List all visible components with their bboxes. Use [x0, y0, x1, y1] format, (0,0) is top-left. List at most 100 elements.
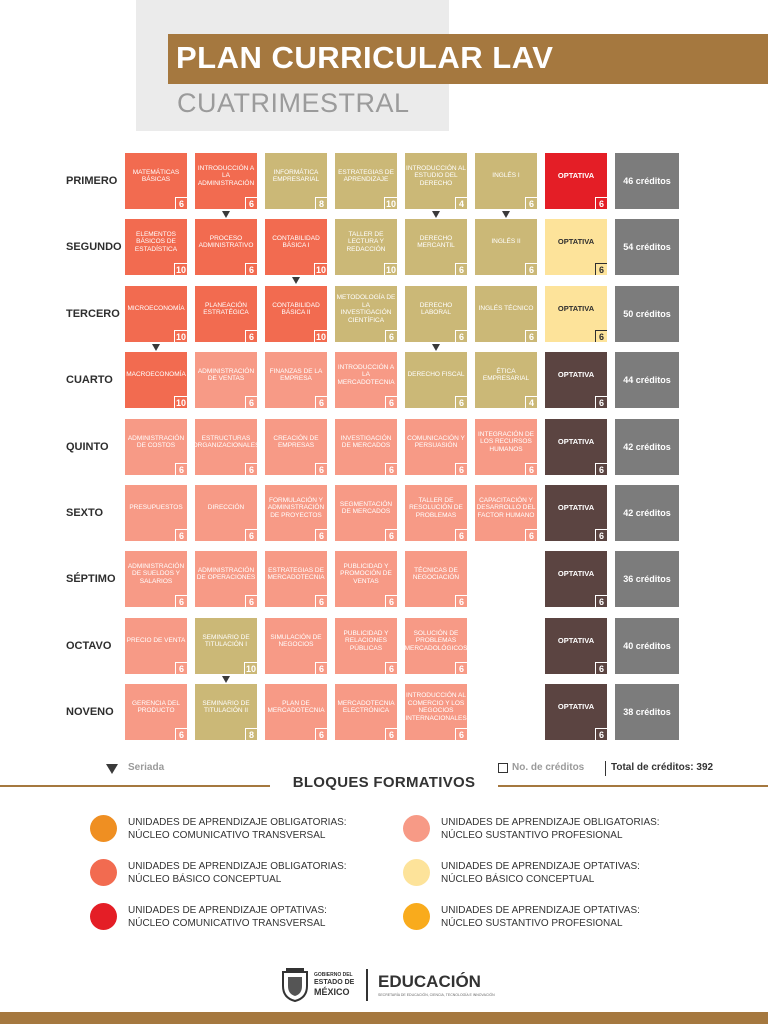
course-name: OPTATIVA [557, 702, 595, 712]
course-name: TALLER DE LECTURA Y REDACCIÓN [346, 230, 386, 253]
legend-text: NÚCLEO BÁSICO CONCEPTUAL [128, 874, 282, 885]
semester-credits: 54 créditos [615, 219, 679, 275]
course-name: INGLÉS I [492, 172, 520, 180]
course-name: DERECHO MERCANTIL [417, 234, 455, 250]
course-name: PLANEACIÓN ESTRATÉGICA [203, 301, 249, 317]
course-cell: SIMULACIÓN DE NEGOCIOS 6 [265, 618, 327, 674]
course-credits: 6 [595, 463, 607, 475]
course-credits: 6 [385, 330, 397, 342]
course-cell: ADMINISTRACIÓN DE COSTOS 6 [125, 419, 187, 475]
semester-credits: 36 créditos [615, 551, 679, 607]
course-name: DERECHO FISCAL [407, 371, 465, 379]
course-name: OPTATIVA [557, 370, 595, 380]
semester-label: PRIMERO [66, 175, 118, 187]
course-name: ÉTICA EMPRESARIAL [482, 367, 530, 383]
course-credits: 6 [245, 396, 257, 408]
course-credits: 6 [315, 529, 327, 541]
course-credits: 6 [455, 529, 467, 541]
course-cell: PUBLICIDAD Y RELACIONES PÚBLICAS 6 [335, 618, 397, 674]
course-cell: INGLÉS TÉCNICO 6 [475, 286, 537, 342]
course-credits: 6 [455, 728, 467, 740]
course-cell: INGLÉS II 6 [475, 219, 537, 275]
semester-credits: 38 créditos [615, 684, 679, 740]
course-cell: INFORMÁTICA EMPRESARIAL 8 [265, 153, 327, 209]
legend-text: UNIDADES DE APRENDIZAJE OPTATIVAS: [441, 905, 640, 916]
semester-label: NOVENO [66, 706, 114, 718]
page-subtitle: CUATRIMESTRAL [177, 88, 410, 118]
course-credits: 6 [385, 529, 397, 541]
course-cell: TALLER DE RESOLUCIÓN DE PROBLEMAS 6 [405, 485, 467, 541]
legend-text: UNIDADES DE APRENDIZAJE OPTATIVAS: [128, 905, 327, 916]
course-cell: ESTRATEGIAS DE MERCADOTECNIA 6 [265, 551, 327, 607]
course-cell: FORMULACIÓN Y ADMINISTRACIÓN DE PROYECTO… [265, 485, 327, 541]
course-name: SOLUCIÓN DE PROBLEMAS MERCADOLÓGICOS [404, 629, 468, 652]
seriada-arrow-icon [222, 676, 230, 683]
semester-label: SÉPTIMO [66, 573, 116, 585]
course-credits: 6 [595, 263, 607, 275]
course-credits: 6 [595, 662, 607, 674]
course-name: PUBLICIDAD Y PROMOCIÓN DE VENTAS [340, 562, 392, 585]
course-name: OPTATIVA [557, 437, 595, 447]
course-credits: 6 [595, 529, 607, 541]
legend-color-dot [90, 859, 117, 886]
legend-text: NÚCLEO COMUNICATIVO TRANSVERSAL [128, 918, 326, 929]
course-name: INTRODUCCIÓN AL COMERCIO Y LOS NEGOCIOS … [405, 692, 467, 722]
legend-color-dot [403, 815, 430, 842]
course-credits: 4 [525, 396, 537, 408]
course-name: PRECIO DE VENTA [126, 637, 186, 645]
course-credits: 6 [245, 463, 257, 475]
course-credits: 6 [525, 330, 537, 342]
course-name: TALLER DE RESOLUCIÓN DE PROBLEMAS [409, 496, 463, 519]
seriada-arrow-icon [152, 344, 160, 351]
legend-text: UNIDADES DE APRENDIZAJE OBLIGATORIAS: [441, 817, 660, 828]
optativa-cell: OPTATIVA 6 [545, 485, 607, 541]
course-cell: ESTRUCTURAS ORGANIZACIONALES 6 [193, 419, 259, 475]
course-credits: 6 [245, 197, 257, 209]
course-name: MATEMÁTICAS BÁSICAS [132, 168, 180, 184]
course-name: ESTRATEGIAS DE MERCADOTECNIA [267, 566, 325, 582]
course-name: INTRODUCCIÓN A LA ADMINISTRACIÓN [197, 164, 255, 187]
course-credits: 6 [455, 463, 467, 475]
semester-label: SEXTO [66, 507, 104, 519]
legend-text: UNIDADES DE APRENDIZAJE OBLIGATORIAS: [128, 817, 347, 828]
course-cell: MATEMÁTICAS BÁSICAS 6 [125, 153, 187, 209]
course-cell: CONTABILIDAD BÁSICA I 10 [265, 219, 327, 275]
course-name: CREACIÓN DE EMPRESAS [273, 434, 319, 450]
legend-text: NÚCLEO BÁSICO CONCEPTUAL [441, 874, 595, 885]
course-credits: 6 [385, 396, 397, 408]
course-name: ADMINISTRACIÓN DE SUELDOS Y SALARIOS [127, 562, 185, 585]
course-name: INGLÉS TÉCNICO [478, 305, 534, 313]
legend-separator [605, 761, 606, 776]
course-cell: ÉTICA EMPRESARIAL 4 [475, 352, 537, 408]
semester-credits: 46 créditos [615, 153, 679, 209]
course-name: OPTATIVA [557, 237, 595, 247]
course-name: FORMULACIÓN Y ADMINISTRACIÓN DE PROYECTO… [267, 496, 325, 519]
course-name: MICROECONOMÍA [127, 305, 185, 313]
divider-left [0, 785, 270, 787]
seriada-arrow-icon [432, 344, 440, 351]
course-credits: 10 [173, 330, 187, 342]
course-credits: 6 [385, 463, 397, 475]
course-cell: INTRODUCCIÓN A LA ADMINISTRACIÓN 6 [195, 153, 257, 209]
course-cell: PRECIO DE VENTA 6 [125, 618, 187, 674]
course-name: MACROECONOMÍA [126, 371, 186, 379]
course-cell: SOLUCIÓN DE PROBLEMAS MERCADOLÓGICOS 6 [405, 618, 467, 674]
course-credits: 6 [315, 662, 327, 674]
course-cell: TALLER DE LECTURA Y REDACCIÓN 10 [335, 219, 397, 275]
course-name: DIRECCIÓN [207, 504, 245, 512]
course-credits: 10 [173, 263, 187, 275]
course-cell: ESTRATEGIAS DE APRENDIZAJE 10 [335, 153, 397, 209]
course-credits: 10 [173, 396, 187, 408]
course-credits: 6 [315, 728, 327, 740]
course-cell: ADMINISTRACIÓN DE OPERACIONES 6 [195, 551, 257, 607]
semester-credits: 40 créditos [615, 618, 679, 674]
legend-color-dot [90, 903, 117, 930]
course-credits: 6 [525, 263, 537, 275]
course-name: PUBLICIDAD Y RELACIONES PÚBLICAS [343, 629, 389, 652]
course-credits: 10 [383, 197, 397, 209]
course-name: FINANZAS DE LA EMPRESA [269, 367, 323, 383]
course-credits: 10 [243, 662, 257, 674]
credits-box-icon [498, 763, 508, 773]
course-name: OPTATIVA [557, 304, 595, 314]
course-cell: INTRODUCCIÓN A LA MERCADOTECNIA 6 [335, 352, 397, 408]
